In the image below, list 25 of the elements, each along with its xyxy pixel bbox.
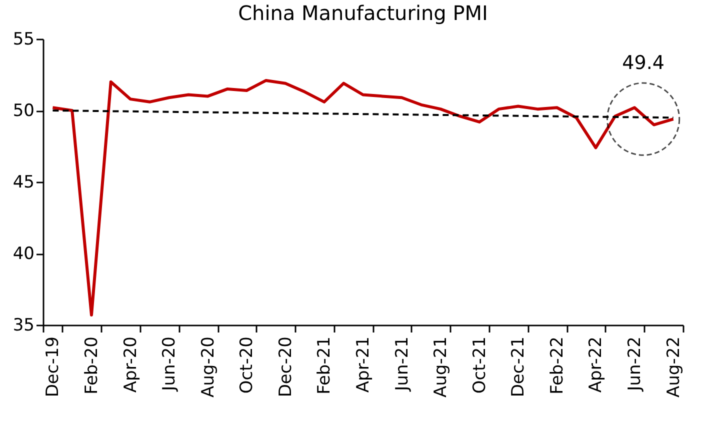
line-series — [51, 78, 675, 316]
x-tick-label: Feb-20 — [82, 336, 102, 394]
x-tick-label: Oct-20 — [237, 336, 258, 394]
x-tick-label: Dec-21 — [508, 336, 529, 398]
x-tick-label: Dec-19 — [43, 336, 64, 398]
x-tick-label: Apr-22 — [586, 336, 606, 393]
x-tick-label: Aug-22 — [664, 336, 684, 398]
y-tick-label: 35 — [12, 316, 34, 336]
x-tick-label: Feb-21 — [314, 336, 335, 394]
y-tick-label: 55 — [12, 30, 34, 50]
x-tick-label: Apr-21 — [354, 336, 374, 393]
x-tick-label: Feb-22 — [547, 336, 568, 394]
x-tick-label: Jun-22 — [625, 336, 646, 392]
x-tick-label: Jun-20 — [160, 336, 180, 392]
y-tick-label: 50 — [12, 101, 34, 121]
x-tick-label: Oct-21 — [470, 336, 490, 394]
x-tick-label: Aug-20 — [198, 336, 218, 398]
x-tick-label: Dec-20 — [276, 336, 296, 398]
x-tick-label: Apr-20 — [120, 336, 141, 393]
annotation: 49.4 — [622, 52, 664, 74]
y-tick-label: 45 — [12, 172, 34, 192]
y-tick-label: 40 — [12, 244, 34, 264]
x-tick-label: Jun-21 — [392, 336, 412, 392]
chart-title: China Manufacturing PMI — [238, 1, 488, 25]
x-tick-label: Aug-21 — [431, 336, 452, 398]
